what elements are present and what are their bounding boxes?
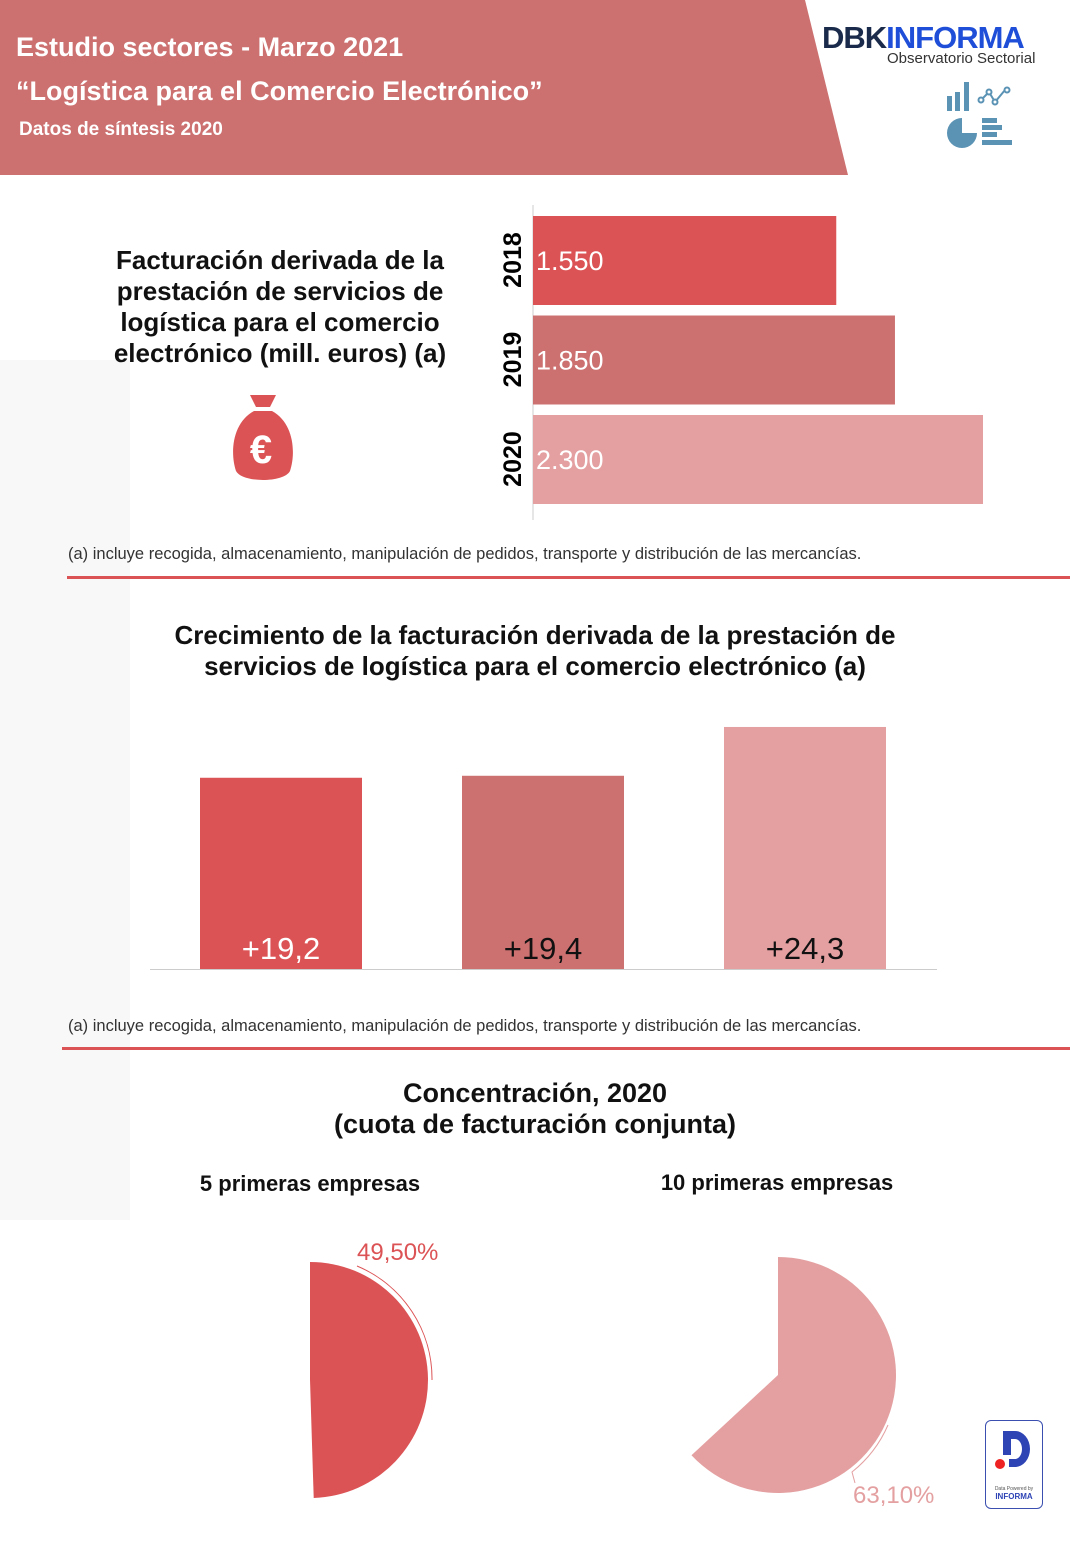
bar-label: 2.300 <box>536 445 604 475</box>
pie1-title: 5 primeras empresas <box>199 1171 421 1196</box>
bar <box>462 775 624 969</box>
bar <box>533 216 837 305</box>
bar-label: 1.850 <box>536 346 604 376</box>
section2-note: (a) incluye recogida, almacenamiento, ma… <box>68 1017 862 1035</box>
brand-subtitle: Observatorio Sectorial <box>887 50 1036 67</box>
informa-badge: Data Powered by INFORMA <box>985 1420 1043 1509</box>
bar <box>533 315 895 405</box>
header-data-year: Datos de síntesis 2020 <box>19 119 223 140</box>
category-label: 2020 <box>499 431 527 487</box>
pie-slice <box>691 1257 896 1493</box>
header-title: Estudio sectores - Marzo 2021 <box>16 32 404 62</box>
pie-label: 49,50% <box>357 1239 438 1266</box>
section3-title: Concentración, 2020 (cuota de facturación… <box>333 1078 737 1139</box>
divider <box>67 576 1070 579</box>
concentration-pies: 49,50% 63,10% <box>310 1239 934 1509</box>
bar <box>724 726 886 969</box>
header-banner <box>0 0 848 175</box>
analytics-icon <box>947 82 1012 148</box>
category-label: 2018 <box>499 232 527 288</box>
section1-note: (a) incluye recogida, almacenamiento, ma… <box>68 545 862 563</box>
brand-logo: DBKINFORMA <box>822 20 1025 55</box>
bar-label: +24,3 <box>766 931 844 966</box>
side-background <box>0 360 130 1220</box>
label-leader <box>851 1424 889 1484</box>
pie-label: 63,10% <box>853 1482 934 1509</box>
money-bag-euro-icon: € <box>233 395 293 480</box>
header-subtitle: “Logística para el Comercio Electrónico” <box>16 76 543 106</box>
svg-text:€: € <box>250 428 272 472</box>
revenue-bar-chart: 1.550 2018 1.850 2019 2.300 2020 <box>499 205 983 520</box>
pie2-title: 10 primeras empresas <box>660 1170 894 1195</box>
label-leader <box>356 1265 433 1381</box>
section2-title: Crecimiento de la facturación derivada d… <box>174 620 896 681</box>
bar-label: 1.550 <box>536 246 604 276</box>
divider <box>62 1047 1070 1050</box>
section1-title: Facturación derivada de la prestación de… <box>113 245 447 368</box>
informa-d-logo <box>995 1431 1030 1469</box>
pie-slice <box>310 1262 428 1498</box>
growth-bar-chart: +19,2 +19,4 +24,3 <box>150 726 937 970</box>
category-label: 2019 <box>499 332 527 388</box>
bar-label: +19,2 <box>242 931 320 966</box>
bar-label: +19,4 <box>504 931 582 966</box>
bar <box>200 777 362 969</box>
bar <box>533 415 983 504</box>
